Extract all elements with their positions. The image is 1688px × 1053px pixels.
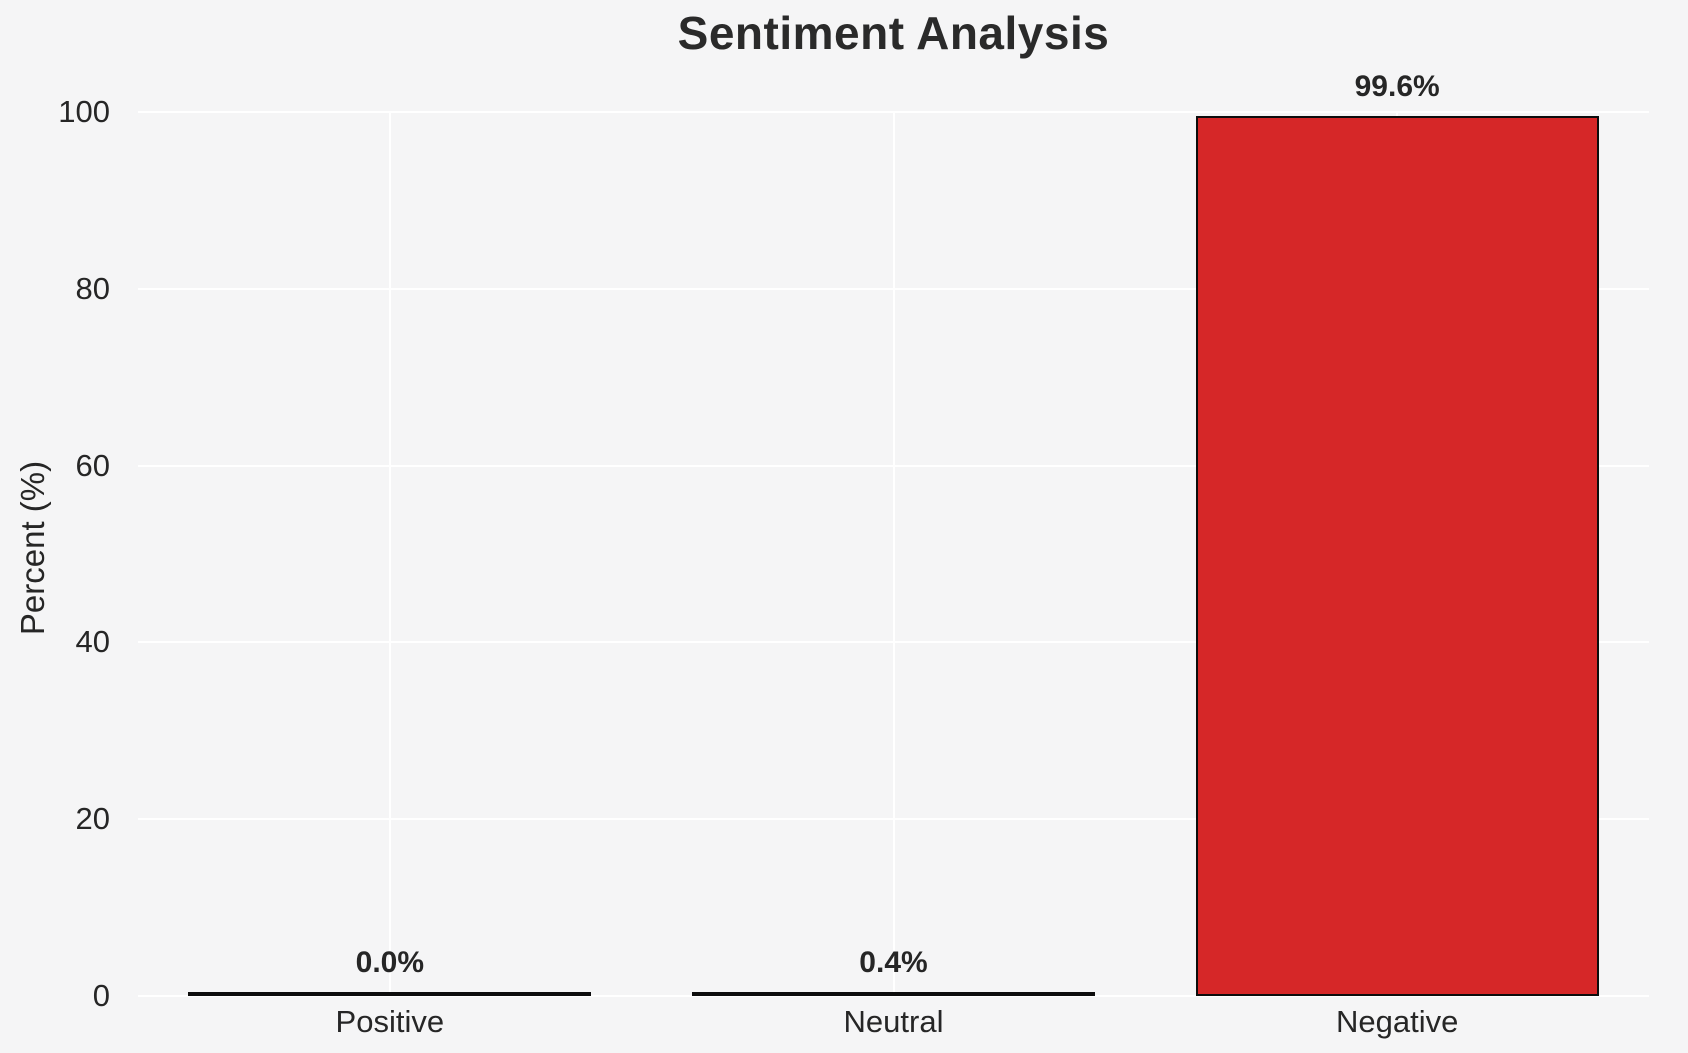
y-tick-label: 0	[92, 978, 110, 1013]
y-tick-label: 100	[58, 94, 110, 129]
x-tick-label-negative: Negative	[1335, 1004, 1459, 1039]
bar-neutral	[692, 992, 1095, 996]
plot-area: 0 20 40 60 80 100 0.0% Positive 0.4% Neutral 99.6%…	[58, 70, 1649, 1039]
x-tick-label-neutral: Neutral	[843, 1004, 944, 1039]
bar-negative	[1195, 115, 1599, 996]
bar-value-label: 99.6%	[1354, 69, 1440, 103]
gridline-horizontal	[138, 995, 1649, 997]
y-tick-label: 40	[75, 624, 110, 660]
chart-title: Sentiment Analysis	[677, 7, 1110, 59]
bar-positive	[188, 992, 592, 996]
y-tick-label: 60	[75, 447, 110, 483]
bar-value-label: 0.4%	[859, 946, 928, 979]
gridline-vertical	[388, 112, 391, 996]
y-tick-label: 20	[75, 801, 110, 837]
y-axis-label: Percent (%)	[14, 460, 51, 636]
x-tick-label-positive: Positive	[335, 1004, 445, 1039]
bar-value-label: 0.0%	[355, 946, 425, 979]
gridline-vertical	[892, 112, 895, 996]
y-tick-label: 80	[75, 270, 110, 306]
